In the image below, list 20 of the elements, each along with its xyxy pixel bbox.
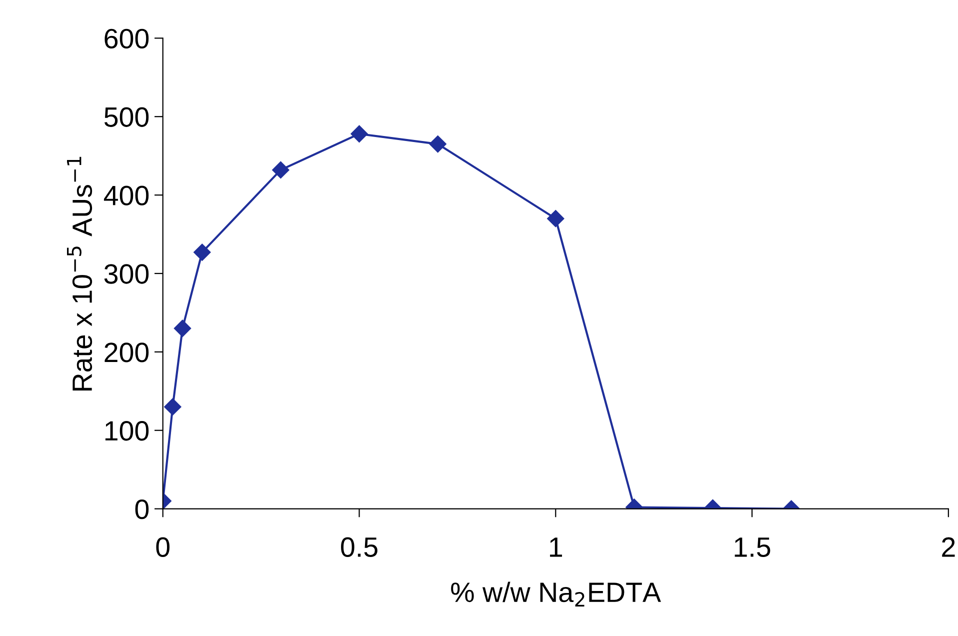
y-tick-label: 500 <box>104 107 149 127</box>
x-tick-label: 0.5 <box>341 537 378 557</box>
point <box>272 161 290 178</box>
y-tick-label: 400 <box>104 186 149 206</box>
point <box>174 320 192 337</box>
x-tick-label: 2 <box>942 537 955 557</box>
y-axis-title: Rate x 10$^{−5}$ AUs$^{−1}$ <box>67 156 92 391</box>
point <box>194 244 211 261</box>
y-tick-label: 0 <box>135 499 149 520</box>
x-tick-label: 1 <box>550 538 562 557</box>
point <box>547 210 564 228</box>
y-tick-label: 200 <box>104 342 149 362</box>
x-tick-label: 0 <box>156 537 170 557</box>
point <box>350 125 368 142</box>
y-tick-label: 100 <box>105 421 149 441</box>
point <box>429 136 446 153</box>
x-tick-label: 1.5 <box>734 538 770 557</box>
x-axis-title: % w/w Na$_{2}$EDTA <box>451 582 661 606</box>
y-tick-label: 300 <box>104 264 149 284</box>
y-tick-label: 600 <box>104 28 149 48</box>
